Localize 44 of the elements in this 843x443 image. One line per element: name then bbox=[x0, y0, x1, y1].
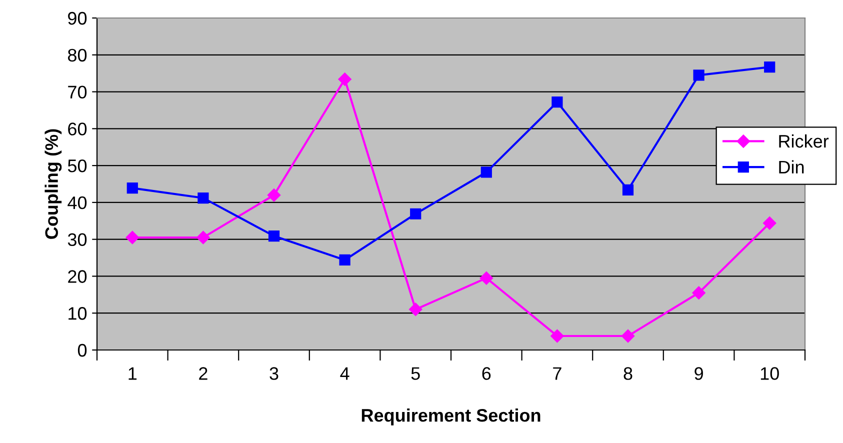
legend-label: Din bbox=[779, 160, 804, 174]
point bbox=[480, 166, 492, 178]
point bbox=[692, 286, 706, 300]
point bbox=[126, 182, 138, 194]
y-tick-label: 0 bbox=[78, 344, 87, 357]
point bbox=[198, 192, 209, 204]
point bbox=[410, 208, 422, 220]
point bbox=[764, 62, 776, 73]
point bbox=[338, 72, 352, 86]
x-tick-label: 10 bbox=[760, 367, 779, 380]
point bbox=[267, 188, 281, 202]
x-axis-title: Requirement Section bbox=[362, 408, 540, 426]
point bbox=[550, 329, 564, 343]
x-tick-label: 8 bbox=[624, 367, 632, 380]
x-tick-label: 2 bbox=[199, 367, 208, 380]
x-tick-label: 1 bbox=[128, 367, 137, 380]
x-tick-label: 6 bbox=[482, 367, 491, 380]
point bbox=[552, 96, 563, 108]
y-tick-label: 90 bbox=[68, 12, 87, 25]
x-tick-label: 5 bbox=[411, 367, 420, 380]
point bbox=[621, 329, 635, 343]
point bbox=[196, 230, 210, 244]
y-tick-label: 40 bbox=[68, 196, 87, 210]
point bbox=[693, 70, 704, 81]
x-tick-label: 3 bbox=[270, 367, 278, 380]
y-tick-label: 60 bbox=[68, 122, 87, 136]
x-tick-label: 7 bbox=[553, 367, 562, 380]
y-tick-label: 50 bbox=[68, 159, 87, 172]
point bbox=[480, 271, 493, 285]
point bbox=[763, 216, 776, 230]
x-tick-label: 4 bbox=[340, 367, 350, 380]
point bbox=[126, 230, 139, 244]
y-tick-label: 10 bbox=[68, 307, 87, 320]
y-tick-label: 80 bbox=[68, 48, 87, 62]
point bbox=[622, 184, 634, 196]
y-tick-label: 20 bbox=[68, 270, 87, 283]
point bbox=[268, 230, 280, 242]
point bbox=[339, 254, 350, 266]
point bbox=[409, 302, 422, 316]
y-tick-label: 30 bbox=[68, 233, 87, 246]
y-axis-title: Coupling (%) bbox=[44, 129, 62, 239]
legend-label: Ricker bbox=[779, 134, 829, 148]
y-tick-label: 70 bbox=[68, 86, 87, 98]
x-tick-label: 9 bbox=[694, 367, 703, 380]
